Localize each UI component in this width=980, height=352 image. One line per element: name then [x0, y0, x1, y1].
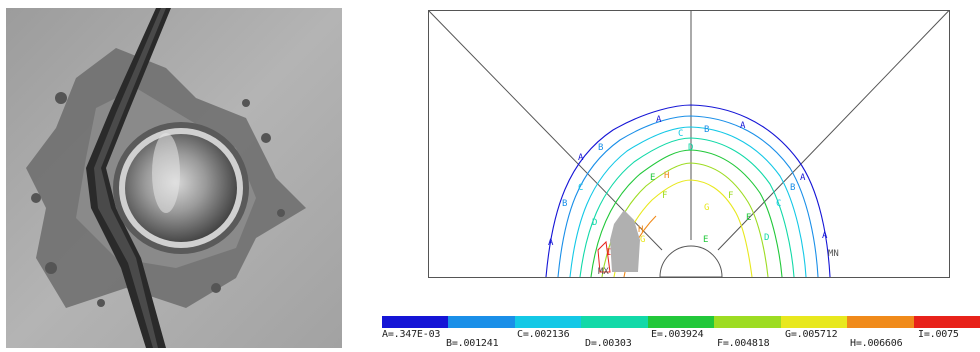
marker-a: A: [548, 238, 554, 248]
fea-plot-svg: A A A A A A B B B B C C C D D D E E E F …: [428, 10, 950, 278]
legend-swatch-f: [714, 316, 781, 328]
legend-swatch-i: [913, 316, 980, 328]
marker-i: I: [606, 248, 611, 258]
fea-contour-plot: A A A A A A B B B B C C C D D D E E E F …: [428, 10, 950, 278]
marker-d: D: [592, 218, 597, 228]
max-stress-zone: [610, 210, 640, 272]
legend-swatch-g: [780, 316, 848, 328]
legend-label-c: C=.002136: [517, 329, 570, 340]
marker-c: C: [776, 199, 781, 209]
contour-D: [579, 137, 795, 278]
legend-label-g: G=.005712: [785, 329, 838, 340]
mesh-lines: [428, 10, 950, 251]
marker-f: F: [662, 191, 667, 201]
marker-h: H: [638, 225, 643, 235]
marker-h: H: [664, 171, 669, 181]
marker-b: B: [562, 199, 567, 209]
contour-A: [545, 104, 831, 278]
legend-color-bar: [382, 316, 980, 328]
marker-e: E: [746, 213, 751, 223]
legend-label-i: I=.0075: [918, 329, 959, 340]
contour-legend: A=.347E-03 B=.001241 C=.002136 D=.00303 …: [382, 316, 980, 351]
contour-letter-markers: A A A A A A B B B B C C C D D D E E E F …: [548, 115, 828, 258]
marker-c: C: [678, 129, 683, 139]
marker-a: A: [578, 153, 584, 163]
marker-c: C: [578, 183, 583, 193]
legend-swatch-c: [514, 316, 582, 328]
marker-a: A: [740, 121, 746, 131]
marker-d: D: [764, 233, 769, 243]
marker-b: B: [598, 143, 603, 153]
marker-g: G: [704, 203, 709, 213]
marker-b: B: [790, 183, 795, 193]
min-marker: MN: [828, 249, 839, 259]
legend-label-f: F=.004818: [717, 338, 770, 349]
legend-label-a: A=.347E-03: [382, 329, 441, 340]
specimen-photo: [6, 8, 342, 348]
marker-a: A: [822, 231, 828, 241]
legend-label-d: D=.00303: [585, 338, 632, 349]
legend-swatch-h: [847, 316, 914, 328]
specimen-photo-image: [6, 8, 342, 348]
marker-e: E: [650, 173, 655, 183]
marker-b: B: [704, 125, 709, 135]
marker-d: D: [688, 143, 693, 153]
legend-label-b: B=.001241: [446, 338, 499, 349]
model-boundary: [428, 10, 950, 278]
marker-a: A: [800, 173, 806, 183]
hole-cutout: [659, 245, 723, 278]
marker-a: A: [656, 115, 662, 125]
max-marker: MX: [598, 267, 609, 277]
contour-B: [557, 115, 819, 278]
legend-swatch-b: [448, 316, 515, 328]
marker-g: G: [640, 235, 645, 245]
marker-e: E: [703, 235, 708, 245]
legend-swatch-e: [647, 316, 715, 328]
legend-label-h: H=.006606: [850, 338, 903, 349]
contour-I: [597, 240, 611, 273]
contour-C: [569, 126, 807, 278]
legend-swatch-d: [581, 316, 648, 328]
marker-f: F: [728, 191, 733, 201]
legend-swatch-a: [382, 316, 449, 328]
contour-E: [590, 149, 783, 278]
legend-label-e: E=.003924: [651, 329, 704, 340]
